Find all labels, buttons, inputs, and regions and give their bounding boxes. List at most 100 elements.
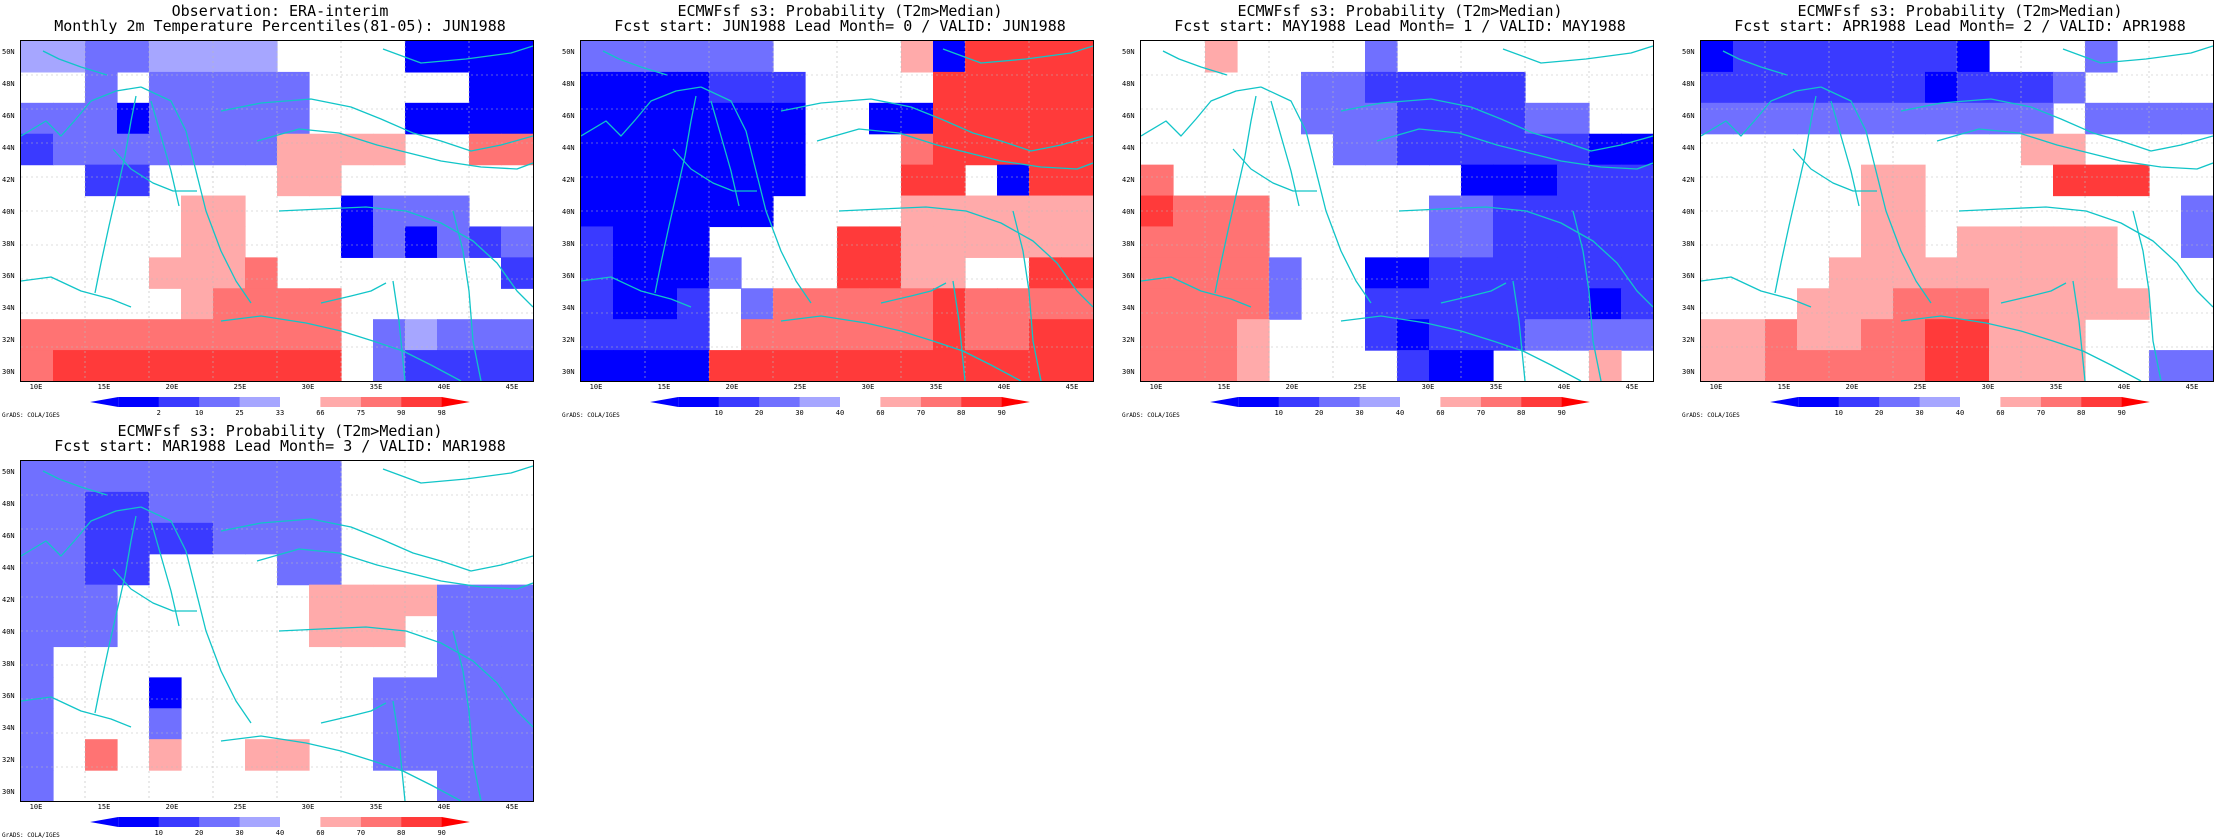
grid-cell bbox=[85, 319, 118, 351]
grid-cell bbox=[581, 164, 614, 197]
grads-credit: GrADS: COLA/IGES bbox=[2, 832, 60, 839]
grid-cell bbox=[1733, 319, 1766, 351]
colorbar-segment bbox=[1919, 397, 1961, 407]
latitude-label: 46N bbox=[2, 532, 15, 540]
coastline bbox=[94, 515, 137, 714]
coastline bbox=[1398, 206, 1653, 308]
colorbar-segment bbox=[1879, 397, 1920, 407]
grid-cell bbox=[965, 319, 998, 351]
grid-cell bbox=[405, 41, 438, 73]
grid-cell bbox=[1957, 226, 1990, 258]
grid-cell bbox=[1029, 133, 1062, 166]
colorbar-label: 80 bbox=[1517, 409, 1526, 417]
coastline bbox=[220, 518, 533, 572]
grid-cell bbox=[469, 350, 502, 381]
grid-cell bbox=[933, 288, 966, 320]
grid-cell bbox=[1461, 257, 1494, 289]
coastline bbox=[2132, 210, 2162, 381]
grid-cell bbox=[1621, 195, 1653, 228]
colorbar-arrow-right bbox=[2121, 397, 2150, 407]
grid-cell bbox=[1861, 71, 1894, 104]
grid-cell bbox=[1493, 226, 1526, 258]
longitude-label: 40E bbox=[1557, 383, 1571, 391]
colorbar-label: 30 bbox=[1915, 409, 1924, 417]
grid-cell bbox=[645, 133, 678, 166]
grid-cell bbox=[1205, 350, 1238, 381]
grid-cell bbox=[245, 102, 278, 135]
longitude-label: 10E bbox=[29, 803, 43, 811]
grid-cell bbox=[181, 41, 214, 73]
coastline bbox=[1340, 98, 1653, 152]
grid-cell bbox=[1925, 288, 1958, 320]
grid-cell bbox=[2021, 288, 2054, 320]
grid-cell bbox=[677, 319, 710, 351]
colorbar-segment bbox=[199, 817, 240, 827]
colorbar-arrow-left bbox=[1770, 397, 1799, 407]
grid-cell bbox=[245, 350, 278, 381]
colorbar bbox=[90, 397, 470, 407]
latitude-label: 32N bbox=[2, 336, 15, 344]
grid-cell bbox=[613, 195, 646, 228]
grid-cell bbox=[677, 226, 710, 258]
coastline bbox=[320, 702, 387, 724]
grid-cell bbox=[245, 71, 278, 104]
grid-cell bbox=[373, 615, 406, 648]
grid-cell bbox=[277, 164, 310, 197]
grid-cell bbox=[1141, 288, 1174, 320]
longitude-label: 25E bbox=[233, 803, 247, 811]
grid-cell bbox=[613, 102, 646, 135]
grid-cell bbox=[53, 102, 86, 135]
grid-cell bbox=[1237, 319, 1270, 351]
grid-cell bbox=[405, 708, 438, 740]
grid-cell bbox=[1701, 350, 1734, 381]
latitude-label: 34N bbox=[2, 724, 15, 732]
longitude-label: 20E bbox=[165, 383, 179, 391]
longitude-label: 45E bbox=[2185, 383, 2199, 391]
grid-cell bbox=[2053, 71, 2086, 104]
colorbar-label: 60 bbox=[316, 829, 325, 837]
colorbar-label: 33 bbox=[275, 409, 285, 417]
grid-cell bbox=[1733, 102, 1766, 135]
colorbar-label: 90 bbox=[997, 409, 1006, 417]
grid-cell bbox=[1397, 288, 1430, 320]
grid-cell bbox=[933, 41, 966, 73]
colorbar-segment bbox=[2040, 397, 2082, 407]
grid-cell bbox=[1429, 226, 1462, 258]
grid-cell bbox=[1493, 164, 1526, 197]
grid-cell bbox=[1893, 319, 1926, 351]
grid-cell bbox=[1237, 257, 1270, 289]
grid-cell bbox=[901, 319, 934, 351]
grid-cell bbox=[869, 226, 902, 258]
grid-cell bbox=[677, 350, 710, 381]
latitude-label: 36N bbox=[2, 692, 15, 700]
grid-cell bbox=[1429, 319, 1462, 351]
colorbar-label: 25 bbox=[235, 409, 244, 417]
coastline bbox=[581, 276, 692, 308]
latitude-label: 50N bbox=[2, 48, 15, 56]
grid-cell bbox=[1893, 257, 1926, 289]
colorbar-segment bbox=[880, 397, 922, 407]
grid-cell bbox=[1989, 102, 2022, 135]
grid-cell bbox=[2053, 257, 2086, 289]
grid-cell bbox=[1269, 257, 1302, 289]
latitude-label: 48N bbox=[1682, 80, 1695, 88]
panel-title: Observation: ERA-interim bbox=[171, 2, 389, 20]
grid-cell bbox=[501, 770, 533, 801]
coastline bbox=[1162, 50, 1228, 76]
grid-cell bbox=[277, 319, 310, 351]
grid-cell bbox=[1237, 350, 1270, 381]
grid-cell bbox=[1893, 226, 1926, 258]
colorbar-segment bbox=[678, 397, 720, 407]
grid-cell bbox=[213, 226, 246, 258]
map-area bbox=[20, 40, 534, 382]
grid-cell bbox=[501, 71, 533, 104]
map-grid bbox=[1701, 41, 2213, 381]
grid-cell bbox=[1797, 350, 1830, 381]
grid-cell bbox=[373, 708, 406, 740]
grid-cell bbox=[85, 461, 118, 493]
map-panel: ECMWFsf s3: Probability (T2m>Median) Fcst… bbox=[1120, 0, 1680, 420]
grid-cell bbox=[21, 522, 54, 555]
grads-credit: GrADS: COLA/IGES bbox=[1122, 412, 1180, 419]
grid-cell bbox=[181, 102, 214, 135]
colorbar-segment bbox=[401, 397, 443, 407]
